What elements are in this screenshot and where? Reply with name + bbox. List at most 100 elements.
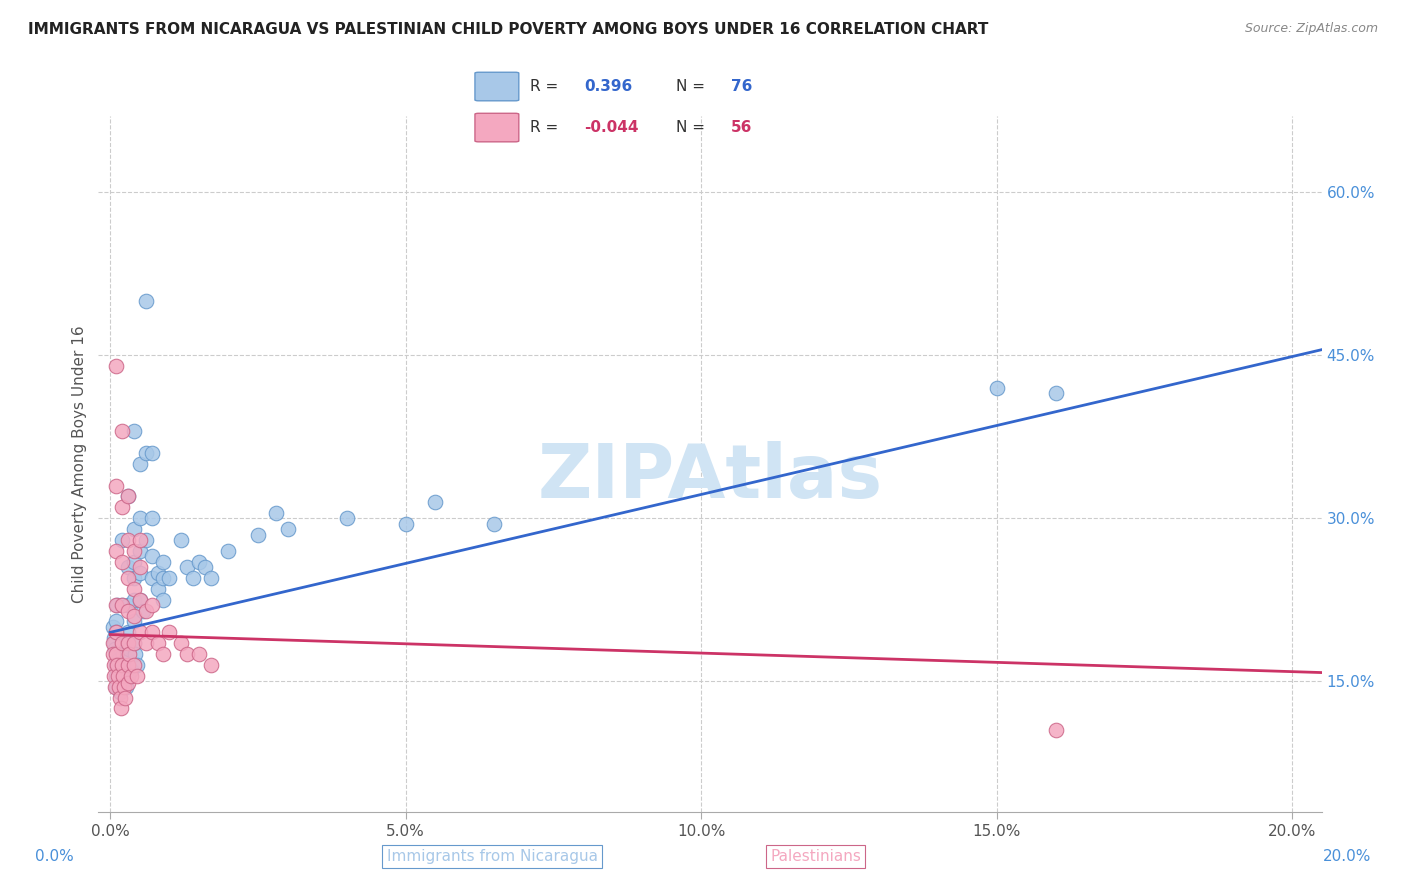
Point (200, 571, 222, 585)
Point (117, 657, 139, 672)
Point (105, 615, 128, 629)
Point (105, 669, 128, 683)
Text: IMMIGRANTS FROM NICARAGUA VS PALESTINIAN CHILD POVERTY AMONG BOYS UNDER 16 CORRE: IMMIGRANTS FROM NICARAGUA VS PALESTINIAN… (28, 22, 988, 37)
Point (135, 604, 157, 618)
Point (122, 555, 145, 569)
Point (105, 647, 128, 661)
Point (336, 511, 359, 525)
Point (107, 669, 129, 683)
Point (132, 604, 155, 618)
Point (128, 592, 150, 607)
Point (135, 446, 157, 460)
Point (141, 571, 163, 585)
Point (111, 652, 134, 666)
Point (122, 424, 145, 438)
Point (112, 680, 135, 694)
Point (101, 636, 124, 650)
Point (111, 555, 134, 569)
FancyBboxPatch shape (475, 113, 519, 142)
Point (152, 592, 174, 607)
Point (128, 566, 150, 580)
Point (117, 571, 139, 585)
Point (484, 516, 506, 531)
Point (117, 490, 139, 504)
Point (118, 641, 141, 656)
Point (122, 657, 145, 672)
Point (103, 631, 125, 645)
Point (111, 636, 134, 650)
Point (103, 657, 125, 672)
Point (170, 636, 193, 650)
Point (152, 571, 174, 585)
Point (124, 647, 146, 661)
Point (122, 543, 145, 558)
Point (117, 625, 139, 640)
Point (105, 647, 128, 661)
Point (107, 652, 129, 666)
Text: Source: ZipAtlas.com: Source: ZipAtlas.com (1244, 22, 1378, 36)
Text: 56: 56 (731, 120, 752, 135)
Point (120, 669, 142, 683)
Point (105, 359, 128, 373)
Point (108, 690, 131, 705)
Point (111, 500, 134, 515)
Point (114, 690, 136, 705)
Point (105, 478, 128, 492)
Point (141, 598, 163, 612)
Point (104, 641, 127, 656)
Point (122, 571, 145, 585)
Point (103, 636, 125, 650)
Point (117, 636, 139, 650)
Point (117, 490, 139, 504)
Point (105, 680, 128, 694)
Point (110, 701, 132, 715)
Point (105, 543, 128, 558)
Point (112, 664, 135, 678)
Point (105, 598, 128, 612)
Point (135, 636, 157, 650)
Text: R =: R = (530, 120, 562, 135)
Point (111, 669, 134, 683)
Point (125, 657, 148, 672)
Point (111, 657, 134, 672)
Point (128, 592, 150, 607)
Text: N =: N = (676, 79, 710, 94)
Text: 0.396: 0.396 (585, 79, 633, 94)
Text: Immigrants from Nicaragua: Immigrants from Nicaragua (387, 849, 598, 863)
Point (108, 685, 131, 699)
Text: N =: N = (676, 120, 710, 135)
Point (111, 636, 134, 650)
Point (108, 674, 131, 689)
Point (141, 549, 163, 564)
Point (128, 457, 150, 471)
Point (187, 647, 209, 661)
Point (128, 533, 150, 547)
Point (117, 560, 139, 574)
Point (152, 555, 174, 569)
Point (103, 620, 125, 634)
Point (104, 680, 127, 694)
Point (105, 657, 128, 672)
Point (105, 598, 128, 612)
Point (108, 680, 131, 694)
Point (122, 522, 145, 536)
Text: 20.0%: 20.0% (1323, 849, 1371, 863)
Point (118, 647, 141, 661)
Point (170, 533, 193, 547)
Text: 76: 76 (731, 79, 752, 94)
Text: R =: R = (530, 79, 562, 94)
Point (117, 533, 139, 547)
Point (264, 506, 287, 520)
Point (111, 598, 134, 612)
Text: 0.0%: 0.0% (35, 849, 75, 863)
Point (135, 533, 157, 547)
Point (107, 664, 129, 678)
Point (117, 652, 139, 666)
Point (105, 657, 128, 672)
Point (103, 669, 125, 683)
Point (276, 522, 298, 536)
Point (146, 582, 169, 596)
Point (122, 615, 145, 629)
Point (122, 636, 145, 650)
Point (425, 495, 447, 509)
